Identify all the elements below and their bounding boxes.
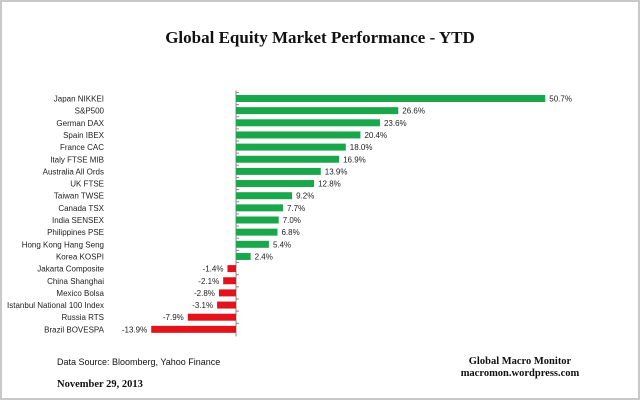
- data-label: -2.1%: [198, 277, 219, 286]
- category-label: Japan NIKKEI: [54, 95, 104, 104]
- category-label: Philippines PSE: [47, 228, 104, 237]
- data-label: 26.6%: [402, 107, 425, 116]
- bar: [187, 313, 236, 321]
- data-label: 5.4%: [273, 240, 291, 249]
- bar: [236, 192, 293, 200]
- brand-name: Global Macro Monitor: [468, 356, 572, 367]
- data-label: 9.2%: [296, 192, 314, 201]
- data-label: -13.9%: [122, 325, 147, 334]
- bar: [236, 228, 278, 236]
- category-label: Hong Kong Hang Seng: [22, 240, 104, 249]
- bar: [227, 265, 236, 273]
- data-label: 12.8%: [318, 180, 341, 189]
- data-label: -7.9%: [163, 313, 184, 322]
- category-label: Italy FTSE MIB: [50, 155, 104, 164]
- bar: [236, 204, 283, 212]
- category-label: France CAC: [60, 143, 104, 152]
- bar: [236, 252, 251, 260]
- bar: [223, 277, 236, 285]
- category-label: German DAX: [56, 119, 104, 128]
- category-label: China Shanghai: [47, 277, 104, 286]
- category-label: Spain IBEX: [63, 131, 105, 140]
- data-label: 2.4%: [255, 252, 273, 261]
- category-label: Taiwan TWSE: [54, 192, 104, 201]
- bar: [236, 119, 380, 127]
- data-label: 16.9%: [343, 155, 366, 164]
- bar: [236, 216, 279, 224]
- data-label: 20.4%: [364, 131, 387, 140]
- category-label: India SENSEX: [52, 216, 105, 225]
- category-label: Australia All Ords: [43, 167, 104, 176]
- data-label: 7.7%: [287, 204, 305, 213]
- data-label: -3.1%: [192, 301, 213, 310]
- category-label: Mexico Bolsa: [56, 289, 104, 298]
- data-label: 18.0%: [350, 143, 373, 152]
- category-label: Canada TSX: [58, 204, 104, 213]
- bar: [236, 131, 361, 139]
- category-label: Russia RTS: [61, 313, 104, 322]
- category-label: Istanbul National 100 Index: [7, 301, 104, 310]
- bar: [236, 107, 399, 115]
- bar: [151, 325, 236, 333]
- category-label: Brazil BOVESPA: [44, 325, 105, 334]
- brand-block: Global Macro Monitor macromon.wordpress.…: [420, 356, 620, 380]
- bar: [236, 95, 546, 102]
- data-label: -1.4%: [203, 265, 224, 274]
- chart-title: Global Equity Market Performance - YTD: [165, 28, 475, 47]
- bar: [236, 180, 315, 188]
- data-label: -2.8%: [194, 289, 215, 298]
- category-label: S&P500: [75, 107, 105, 116]
- data-source: Data Source: Bloomberg, Yahoo Finance: [57, 357, 221, 367]
- category-label: Jakarta Composite: [37, 265, 104, 274]
- category-label: Korea KOSPI: [56, 252, 104, 261]
- bar: [236, 155, 340, 163]
- bar: [236, 240, 269, 248]
- brand-url: macromon.wordpress.com: [460, 368, 580, 379]
- bar: [236, 143, 346, 151]
- category-label: UK FTSE: [70, 180, 104, 189]
- data-label: 23.6%: [384, 119, 407, 128]
- report-date: November 29, 2013: [57, 379, 143, 390]
- data-label: 13.9%: [325, 167, 348, 176]
- bar: [236, 167, 321, 175]
- bar: [217, 301, 236, 309]
- data-label: 7.0%: [283, 216, 301, 225]
- data-label: 6.8%: [281, 228, 299, 237]
- data-label: 50.7%: [549, 95, 572, 104]
- bar: [218, 289, 236, 297]
